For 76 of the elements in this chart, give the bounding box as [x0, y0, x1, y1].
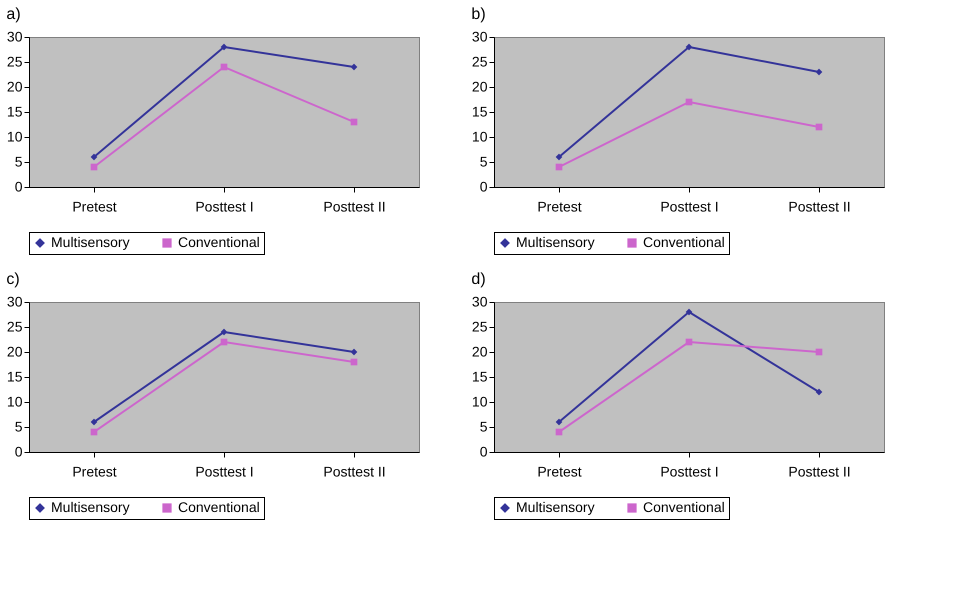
legend-label: Conventional	[178, 499, 260, 515]
chart-title: a)	[6, 6, 21, 23]
y-tick-label: 25	[472, 318, 488, 334]
y-tick-label: 15	[6, 368, 23, 384]
y-tick-label: 0	[14, 178, 23, 194]
point	[556, 418, 562, 426]
y-tick-label: 0	[14, 444, 23, 460]
x-tick-label: Posttest I	[195, 464, 254, 480]
legend-label: Multisensory	[516, 499, 595, 515]
point	[686, 338, 692, 346]
chart-title: d)	[471, 271, 486, 288]
y-tick-label: 10	[6, 394, 23, 410]
y-tick-label: 30	[6, 294, 23, 310]
point	[90, 164, 98, 170]
point	[350, 358, 358, 366]
legend-label: Multisensory	[51, 234, 130, 250]
point	[350, 348, 358, 356]
y-tick-label: 5	[14, 418, 23, 434]
y-tick-label: 20	[6, 78, 23, 94]
legend-label: Conventional	[643, 234, 725, 250]
point	[686, 308, 692, 316]
legend-label: Multisensory	[516, 234, 595, 250]
y-tick-label: 10	[472, 128, 488, 144]
point	[556, 164, 562, 170]
y-tick-label: 30	[472, 294, 488, 310]
y-tick-label: 5	[480, 154, 488, 170]
point	[686, 44, 692, 50]
point	[90, 154, 98, 160]
y-tick-label: 15	[472, 368, 488, 384]
point	[350, 64, 358, 70]
point	[350, 118, 358, 126]
y-tick-label: 5	[14, 154, 23, 170]
legend-label: Conventional	[643, 499, 725, 515]
point	[220, 338, 228, 346]
point	[686, 98, 692, 106]
y-tick-label: 30	[6, 28, 23, 44]
chart-title: c)	[6, 271, 20, 288]
x-tick-label: Posttest II	[323, 198, 386, 214]
x-tick-label: Posttest II	[788, 464, 851, 480]
point	[220, 328, 228, 336]
x-tick-label: Posttest II	[323, 464, 386, 480]
point	[816, 388, 822, 396]
x-tick-label: Pretest	[537, 464, 582, 480]
y-tick-label: 25	[472, 54, 488, 70]
x-tick-label: Posttest II	[788, 198, 851, 214]
y-tick-label: 0	[480, 178, 488, 194]
point	[556, 154, 562, 160]
y-tick-label: 20	[6, 344, 23, 360]
point	[90, 428, 98, 436]
y-tick-label: 20	[472, 78, 488, 94]
y-tick-label: 15	[472, 104, 488, 120]
y-tick-label: 25	[6, 54, 23, 70]
x-tick-label: Posttest I	[660, 198, 719, 214]
point	[816, 68, 822, 76]
y-tick-label: 10	[472, 394, 488, 410]
y-tick-label: 10	[6, 128, 23, 144]
y-tick-label: 0	[480, 444, 488, 460]
point	[90, 418, 98, 426]
point	[816, 348, 822, 356]
legend-label: Multisensory	[51, 499, 130, 515]
point	[816, 124, 822, 130]
legend-label: Conventional	[178, 234, 260, 250]
x-tick-label: Pretest	[537, 198, 582, 214]
x-tick-label: Pretest	[72, 198, 117, 214]
point	[556, 428, 562, 436]
point	[220, 44, 228, 50]
x-tick-label: Posttest I	[660, 464, 719, 480]
y-tick-label: 30	[472, 28, 488, 44]
point	[220, 64, 228, 70]
y-tick-label: 25	[6, 318, 23, 334]
y-tick-label: 15	[6, 104, 23, 120]
x-tick-label: Posttest I	[195, 198, 254, 214]
y-tick-label: 20	[472, 344, 488, 360]
chart-title: b)	[471, 6, 486, 23]
x-tick-label: Pretest	[72, 464, 117, 480]
y-tick-label: 5	[480, 418, 488, 434]
